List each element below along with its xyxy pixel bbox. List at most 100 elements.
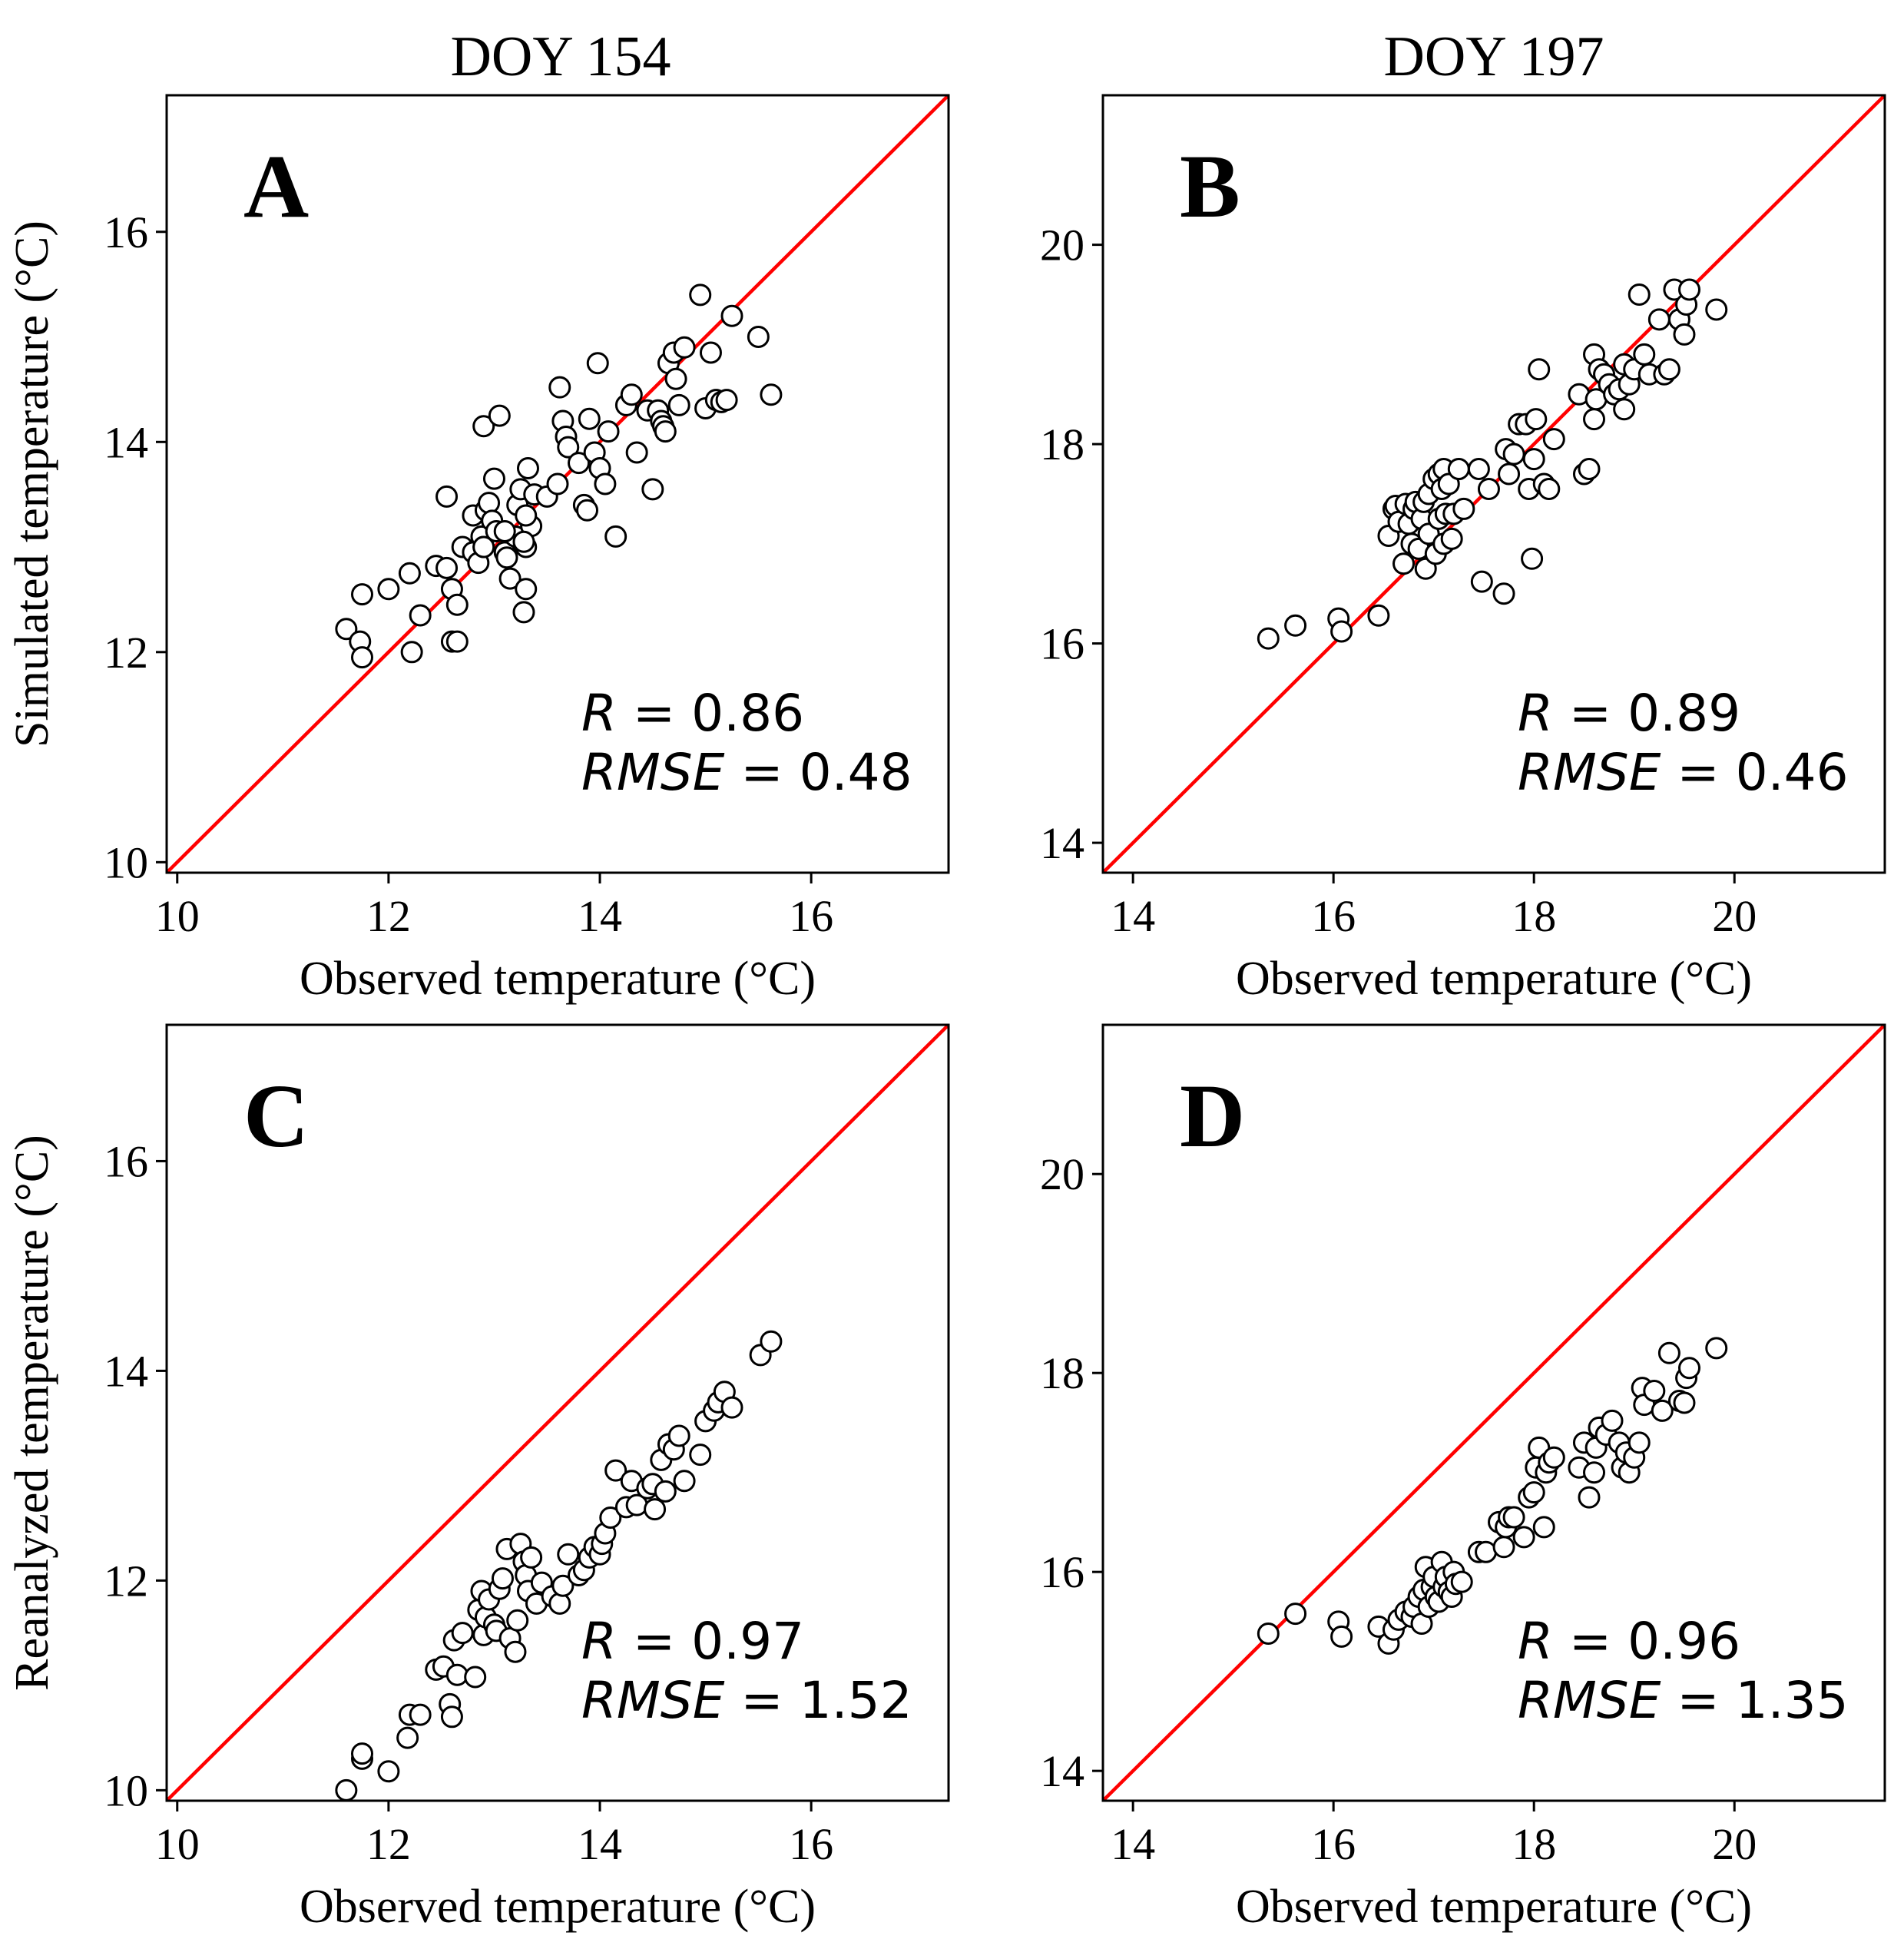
data-point-b-3 [1330,620,1353,643]
data-point-b-49 [1538,477,1561,500]
data-point-b-47 [1528,358,1551,381]
data-point-b-37 [1492,582,1515,605]
data-point-a-7 [409,604,432,627]
data-point-c-14 [464,1666,487,1689]
data-point-d-29 [1475,1540,1498,1563]
data-point-c-37 [551,1574,575,1597]
data-point-c-60 [689,1444,712,1467]
data-point-d-51 [1601,1409,1624,1432]
data-point-d-61 [1651,1399,1674,1422]
data-point-a-73 [715,389,738,412]
stat-rmse-b: RMSE = 0.46 [1518,743,1849,802]
data-point-a-78 [546,472,569,496]
data-point-b-66 [1628,283,1651,306]
stat-rmse-c: RMSE = 1.52 [581,1671,912,1730]
data-point-d-31 [1492,1536,1515,1559]
y-tick-label-c-12: 12 [104,1556,148,1606]
data-point-a-81 [493,520,516,543]
data-point-b-33 [1452,497,1475,520]
x-tick-label-c-14: 14 [578,1819,622,1869]
data-point-b-46 [1525,408,1548,431]
data-point-a-5 [398,562,421,585]
data-point-a-23 [478,492,501,515]
data-point-d-62 [1657,1341,1680,1364]
y-tick-label-c-14: 14 [104,1346,148,1396]
stat-r-d: R = 0.96 [1518,1612,1740,1671]
data-point-a-34 [512,601,535,624]
x-tick-label-a-16: 16 [789,891,833,941]
data-point-c-6 [409,1703,432,1726]
x-tick-label-a-14: 14 [578,891,622,941]
data-point-d-57 [1628,1431,1651,1454]
plot-frame-d [1101,1023,1886,1802]
data-point-d-0 [1257,1622,1280,1645]
x-axis-label-c: Observed temperature (°C) [300,1881,816,1933]
data-point-c-3 [377,1760,400,1783]
x-tick-label-a-10: 10 [155,891,200,941]
panel-b: 14 16 18 20 14 16 18 20 Observed temperature (°C… [1040,94,1886,1005]
data-point-c-26 [504,1640,527,1663]
data-point-a-27 [488,404,511,427]
x-tick-label-b-20: 20 [1712,891,1757,941]
data-point-b-39 [1498,462,1521,486]
data-point-a-55 [620,383,643,406]
panel-d: 14 16 18 20 14 16 18 20 Observed temperature (°C… [1040,1023,1886,1933]
data-point-b-34 [1467,458,1490,481]
y-tick-label-b-14: 14 [1040,818,1084,868]
data-point-a-80 [472,535,495,559]
data-point-d-40 [1532,1516,1555,1539]
data-point-a-36 [515,578,538,601]
x-axis-label-b: Observed temperature (°C) [1236,953,1752,1005]
data-point-a-70 [699,341,722,364]
data-point-b-35 [1470,570,1493,593]
data-point-b-4 [1367,604,1390,627]
data-point-a-56 [625,441,648,464]
data-point-a-62 [654,420,677,443]
data-point-b-29 [1437,472,1460,496]
data-point-c-38 [557,1543,580,1566]
y-tick-label-d-20: 20 [1040,1149,1084,1199]
data-point-c-23 [491,1567,514,1590]
plot-frame-b [1101,94,1886,874]
data-point-c-47 [604,1459,627,1482]
data-point-b-67 [1633,343,1656,366]
data-point-b-69 [1647,308,1671,331]
data-point-c-67 [760,1330,783,1353]
column-title-doy-154: DOY 154 [450,25,671,88]
data-point-c-36 [548,1592,571,1615]
reference-line-1-to-1-c [167,1025,949,1801]
data-point-d-43 [1542,1446,1565,1469]
y-tick-label-b-16: 16 [1040,619,1084,669]
data-point-a-68 [689,283,712,307]
y-tick-label-d-16: 16 [1040,1547,1084,1597]
data-point-c-65 [720,1396,743,1419]
data-point-a-82 [515,504,538,527]
data-point-b-77 [1705,298,1728,321]
data-point-b-1 [1284,614,1307,637]
data-point-a-44 [557,436,580,459]
data-point-b-63 [1613,398,1636,421]
data-point-a-65 [664,367,687,390]
y-tick-label-d-18: 18 [1040,1348,1084,1398]
data-point-c-53 [644,1498,667,1521]
data-point-a-11 [435,556,459,579]
y-tick-label-c-16: 16 [104,1136,148,1186]
y-tick-label-a-12: 12 [104,628,148,678]
stat-r-b: R = 0.89 [1518,684,1740,743]
data-point-a-77 [512,530,535,553]
data-point-a-37 [516,456,539,479]
data-point-b-40 [1502,443,1525,466]
data-point-d-60 [1643,1380,1666,1403]
y-tick-label-d-14: 14 [1040,1746,1084,1796]
x-tick-label-d-16: 16 [1311,1819,1356,1869]
data-point-a-1 [351,583,373,606]
data-point-a-21 [472,415,495,438]
data-point-a-67 [673,336,696,359]
x-axis-label-d: Observed temperature (°C) [1236,1881,1752,1933]
x-axis-label-a: Observed temperature (°C) [300,953,816,1005]
x-tick-label-b-18: 18 [1512,891,1556,941]
data-point-d-35 [1512,1526,1535,1549]
data-point-a-75 [747,326,770,349]
x-tick-label-c-10: 10 [155,1819,200,1869]
data-point-a-0 [335,618,358,641]
